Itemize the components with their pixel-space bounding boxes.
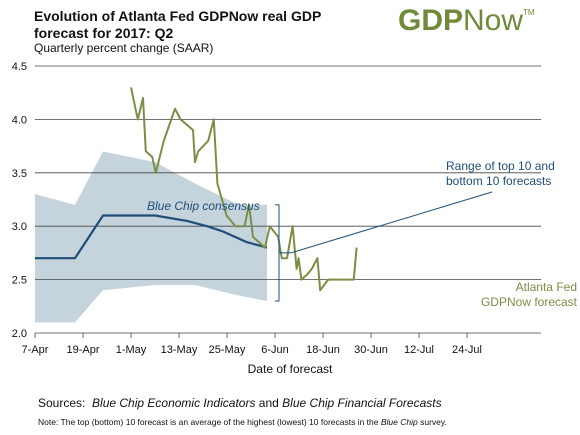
gridlines bbox=[35, 65, 541, 334]
x-tick-label: 25-May bbox=[209, 344, 246, 356]
x-tick-label: 13-May bbox=[161, 344, 198, 356]
y-tick-label: 3.5 bbox=[12, 168, 27, 180]
annotation-range-line: bottom 10 forecasts bbox=[446, 174, 551, 188]
chart-title: Evolution of Atlanta Fed GDPNow real GDP… bbox=[34, 8, 322, 41]
sources-prefix: Sources: bbox=[38, 396, 86, 410]
x-tick-label: 18-Jun bbox=[306, 344, 340, 356]
y-tick-label: 4.5 bbox=[12, 61, 27, 73]
y-tick-label: 2.0 bbox=[12, 328, 27, 340]
annotation-gdpnow-line: GDPNow forecast bbox=[481, 295, 578, 309]
x-axis-label: Date of forecast bbox=[247, 362, 333, 376]
range-band-group bbox=[35, 151, 267, 323]
chart-subtitle: Quarterly percent change (SAAR) bbox=[34, 41, 214, 55]
y-tick-label: 3.0 bbox=[12, 221, 27, 233]
annotation-range-line: Range of top 10 and bbox=[446, 159, 555, 173]
y-tick-label: 4.0 bbox=[12, 114, 27, 126]
note-italic: Blue Chip bbox=[380, 417, 418, 427]
annotation-gdpnow-line: Atlanta Fed bbox=[516, 280, 577, 294]
range-leader-line bbox=[279, 191, 493, 254]
y-tick-labels: 2.0 2.5 3.0 3.5 4.0 4.5 bbox=[12, 61, 27, 340]
x-tick-label: 7-Apr bbox=[22, 344, 49, 356]
series-group bbox=[35, 87, 358, 292]
series-line-gdpnow bbox=[130, 87, 358, 292]
footnote: Note: The top (bottom) 10 forecast is an… bbox=[38, 417, 447, 427]
logo-trademark: TM bbox=[523, 8, 535, 17]
note-suffix: survey. bbox=[420, 417, 447, 427]
x-tick-label: 19-Apr bbox=[66, 344, 99, 356]
x-tick-labels: 7-Apr 19-Apr 1-May 13-May 25-May 6-Jun 18-Jun 3… bbox=[22, 333, 482, 356]
series-line-blue-chip-consensus bbox=[35, 214, 268, 260]
x-tick-label: 1-May bbox=[116, 344, 147, 356]
x-tick-label: 30-Jun bbox=[354, 344, 388, 356]
annotations: Blue Chip consensus Range of top 10 andbo… bbox=[147, 159, 578, 309]
source-economic-indicators: Blue Chip Economic Indicators bbox=[92, 396, 256, 410]
logo-now-text: Now bbox=[463, 4, 524, 37]
y-tick-label: 2.5 bbox=[12, 275, 27, 287]
sources-line: Sources: Blue Chip Economic Indicators a… bbox=[38, 396, 442, 410]
note-prefix: Note: The top (bottom) 10 forecast is an… bbox=[38, 417, 379, 427]
logo-gdp-text: GDP bbox=[398, 4, 464, 37]
annotation-blue-chip-consensus: Blue Chip consensus bbox=[147, 199, 260, 213]
source-financial-forecasts: Blue Chip Financial Forecasts bbox=[282, 396, 442, 410]
x-tick-label: 24-Jul bbox=[452, 344, 482, 356]
gdpnow-logo: GDPNowTM bbox=[398, 4, 535, 38]
range-band bbox=[35, 151, 267, 323]
x-tick-label: 6-Jun bbox=[261, 344, 289, 356]
range-bracket bbox=[275, 204, 280, 302]
x-tick-label: 12-Jul bbox=[404, 344, 434, 356]
sources-and: and bbox=[258, 396, 279, 410]
